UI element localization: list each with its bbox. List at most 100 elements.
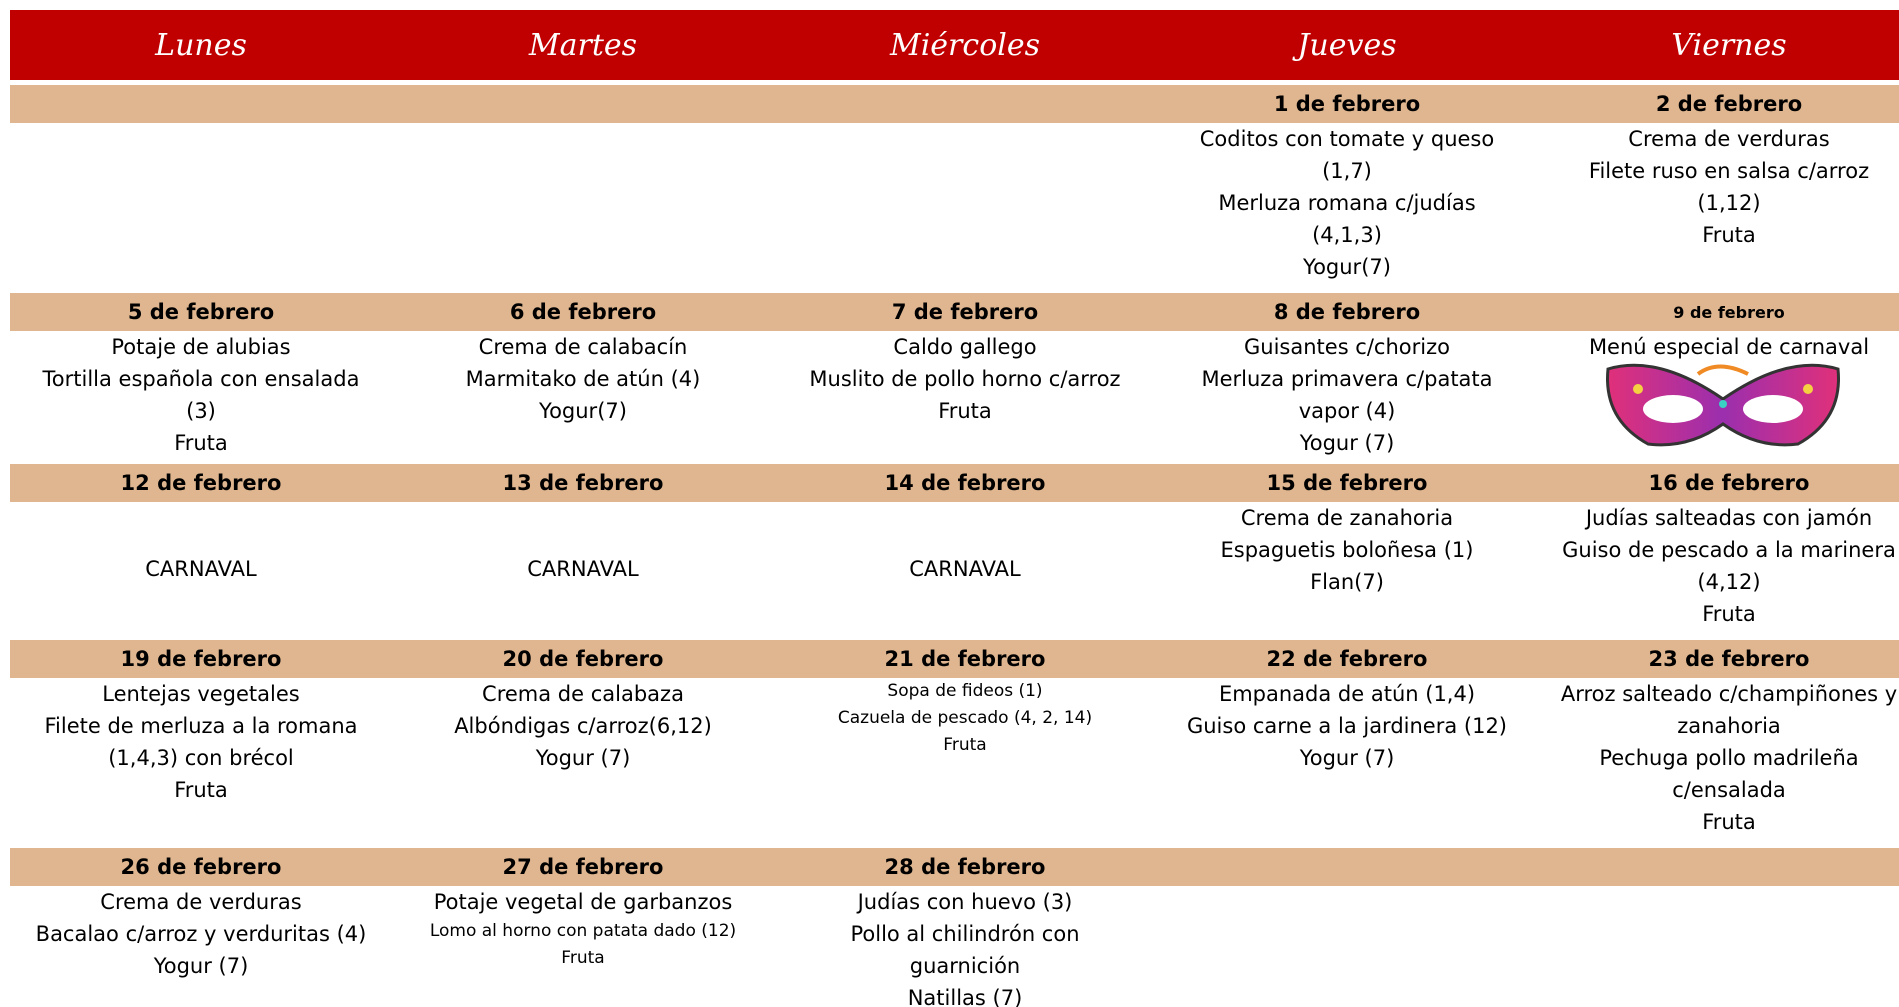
date-label: 23 de febrero: [1538, 640, 1899, 678]
menu-item: Merluza romana c/judías: [1218, 191, 1476, 215]
menu-item: Pollo al chilindrón con: [850, 922, 1080, 946]
menu-cell: CARNAVAL: [774, 502, 1156, 635]
date-label: 2 de febrero: [1538, 85, 1899, 123]
menu-cell: Crema de calabaza Albóndigas c/arroz(6,12…: [392, 678, 774, 843]
date-label: 16 de febrero: [1538, 464, 1899, 502]
date-label: 26 de febrero: [10, 848, 392, 886]
menu-item: Sopa de fideos (1): [887, 681, 1043, 701]
menu-item: Fruta: [1702, 602, 1756, 626]
menu-cell: Empanada de atún (1,4) Guiso carne a la j…: [1156, 678, 1538, 843]
menu-item: Flan(7): [1310, 570, 1384, 594]
menu-item: Merluza primavera c/patata: [1201, 367, 1493, 391]
menu-cell: Potaje vegetal de garbanzos Lomo al horno…: [392, 886, 774, 1007]
menu-item: Tortilla española con ensalada: [42, 367, 360, 391]
menu-item: Crema de verduras: [100, 890, 302, 914]
menu-item: Yogur (7): [535, 746, 631, 770]
menu-item: (1,4,3) con brécol: [108, 746, 294, 770]
menu-item: guarnición: [909, 954, 1021, 978]
menu-item: Caldo gallego: [893, 335, 1037, 359]
menu-item: Menú especial de carnaval: [1588, 335, 1870, 359]
menu-item: Judías con huevo (3): [857, 890, 1073, 914]
date-label: 14 de febrero: [774, 464, 1156, 502]
menu-item: Fruta: [1702, 810, 1756, 834]
menu-item: Lomo al horno con patata dado (12): [429, 921, 737, 941]
menu-item: Fruta: [174, 778, 228, 802]
menu-item: Fruta: [174, 431, 228, 455]
menu-cell: Potaje de alubias Tortilla española con e…: [10, 331, 392, 459]
date-label: 1 de febrero: [1156, 85, 1538, 123]
menu-cell: Sopa de fideos (1) Cazuela de pescado (4,…: [774, 678, 1156, 843]
menu-cell: Menú especial de carnaval: [1538, 331, 1899, 459]
menu-item: c/ensalada: [1672, 778, 1786, 802]
menu-cell: Arroz salteado c/champiñones y zanahoria P…: [1538, 678, 1899, 843]
menu-item: Coditos con tomate y queso: [1199, 127, 1495, 151]
menu-item: (4,1,3): [1312, 223, 1382, 247]
menu-item: Arroz salteado c/champiñones y: [1560, 682, 1898, 706]
menu-cell: [774, 123, 1156, 288]
day-header: Miércoles: [774, 10, 1156, 80]
menu-item: zanahoria: [1677, 714, 1781, 738]
menu-cell: Crema de verduras Bacalao c/arroz y verdu…: [10, 886, 392, 1007]
date-band: [774, 85, 1156, 123]
menu-cell: Guisantes c/chorizo Merluza primavera c/p…: [1156, 331, 1538, 459]
date-label: 21 de febrero: [774, 640, 1156, 678]
menu-cell: Judías salteadas con jamón Guiso de pesca…: [1538, 502, 1899, 635]
menu-cell: [1156, 886, 1538, 1007]
date-label: 19 de febrero: [10, 640, 392, 678]
menu-item: CARNAVAL: [527, 556, 639, 581]
menu-item: Yogur(7): [539, 399, 627, 423]
date-label: 7 de febrero: [774, 293, 1156, 331]
menu-item: Crema de calabaza: [482, 682, 684, 706]
date-label: 15 de febrero: [1156, 464, 1538, 502]
date-label: 9 de febrero: [1538, 293, 1899, 331]
menu-cell: Coditos con tomate y queso (1,7) Merluza r…: [1156, 123, 1538, 288]
menu-item: Guisantes c/chorizo: [1244, 335, 1450, 359]
menu-item: Judías salteadas con jamón: [1585, 506, 1873, 530]
menu-cell: [1538, 886, 1899, 1007]
menu-item: Potaje de alubias: [111, 335, 291, 359]
date-label: 6 de febrero: [392, 293, 774, 331]
menu-item: Crema de verduras: [1628, 127, 1830, 151]
menu-item: vapor (4): [1298, 399, 1396, 423]
date-label: 20 de febrero: [392, 640, 774, 678]
menu-item: Natillas (7): [907, 986, 1023, 1007]
menu-item: Marmitako de atún (4): [465, 367, 701, 391]
menu-item: Crema de calabacín: [478, 335, 688, 359]
menu-item: Espaguetis boloñesa (1): [1220, 538, 1474, 562]
date-label: 5 de febrero: [10, 293, 392, 331]
menu-item: Guiso de pescado a la marinera: [1562, 538, 1896, 562]
day-header: Martes: [392, 10, 774, 80]
menu-item: Fruta: [943, 735, 987, 755]
menu-item: (4,12): [1697, 570, 1761, 594]
menu-item: Lentejas vegetales: [102, 682, 300, 706]
menu-item: Albóndigas c/arroz(6,12): [454, 714, 712, 738]
menu-item: CARNAVAL: [909, 556, 1021, 581]
menu-item: Filete ruso en salsa c/arroz: [1588, 159, 1870, 183]
menu-item: Filete de merluza a la romana: [44, 714, 358, 738]
menu-cell: CARNAVAL: [392, 502, 774, 635]
carnival-mask: [1606, 363, 1840, 447]
date-label: 22 de febrero: [1156, 640, 1538, 678]
menu-item: (1,7): [1322, 159, 1372, 183]
menu-cell: [392, 123, 774, 288]
menu-item: (3): [186, 399, 216, 423]
menu-item: Yogur (7): [1299, 431, 1395, 455]
day-header: Jueves: [1156, 10, 1538, 80]
menu-cell: CARNAVAL: [10, 502, 392, 635]
date-label: 8 de febrero: [1156, 293, 1538, 331]
menu-item: Empanada de atún (1,4): [1218, 682, 1476, 706]
menu-item: Yogur (7): [1299, 746, 1395, 770]
menu-item: Fruta: [561, 948, 605, 968]
menu-item: CARNAVAL: [145, 556, 257, 581]
date-band: [10, 85, 392, 123]
menu-cell: Crema de calabacín Marmitako de atún (4) Y…: [392, 331, 774, 459]
menu-cell: Caldo gallego Muslito de pollo horno c/ar…: [774, 331, 1156, 459]
menu-item: Crema de zanahoria: [1240, 506, 1454, 530]
menu-cell: Judías con huevo (3) Pollo al chilindrón …: [774, 886, 1156, 1007]
menu-cell: Lentejas vegetales Filete de merluza a la…: [10, 678, 392, 843]
menu-item: Guiso carne a la jardinera (12): [1186, 714, 1508, 738]
menu-item: Yogur (7): [153, 954, 249, 978]
date-label: 28 de febrero: [774, 848, 1156, 886]
menu-item: Pechuga pollo madrileña: [1599, 746, 1859, 770]
